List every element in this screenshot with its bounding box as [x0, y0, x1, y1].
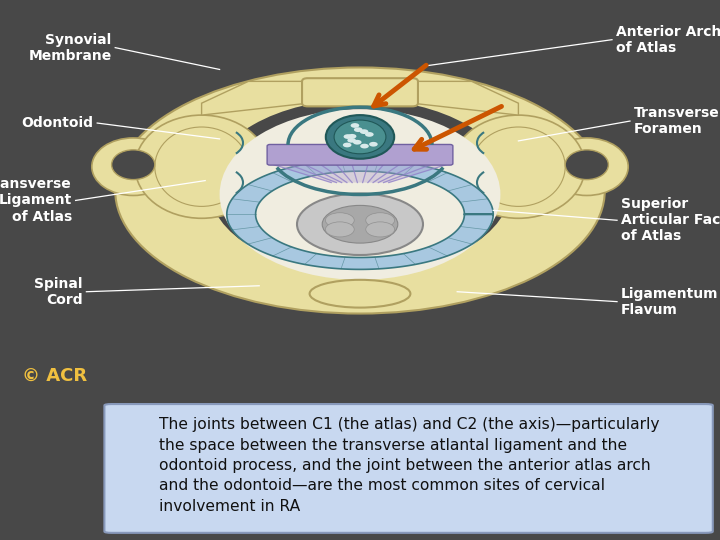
- Ellipse shape: [366, 213, 395, 228]
- Text: Spinal
Cord: Spinal Cord: [35, 276, 83, 307]
- Ellipse shape: [209, 99, 511, 274]
- Polygon shape: [227, 159, 493, 269]
- Circle shape: [360, 129, 369, 134]
- Text: Odontoid: Odontoid: [22, 116, 94, 130]
- Circle shape: [365, 132, 374, 137]
- Ellipse shape: [115, 68, 605, 314]
- Circle shape: [353, 140, 361, 145]
- Ellipse shape: [297, 193, 423, 255]
- Circle shape: [354, 127, 363, 132]
- Circle shape: [369, 142, 378, 147]
- Ellipse shape: [112, 150, 155, 180]
- Text: Superior
Articular Facet
of Atlas: Superior Articular Facet of Atlas: [621, 197, 720, 244]
- Ellipse shape: [546, 138, 628, 195]
- Ellipse shape: [325, 222, 354, 237]
- Ellipse shape: [325, 213, 354, 228]
- FancyBboxPatch shape: [267, 145, 453, 165]
- Text: Transverse
Foramen: Transverse Foramen: [634, 106, 719, 136]
- Text: © ACR: © ACR: [22, 367, 86, 385]
- Circle shape: [360, 144, 369, 149]
- Text: Synovial
Membrane: Synovial Membrane: [28, 32, 112, 63]
- Ellipse shape: [135, 115, 269, 218]
- Ellipse shape: [334, 120, 386, 154]
- Circle shape: [343, 143, 351, 147]
- Polygon shape: [202, 82, 308, 115]
- Ellipse shape: [91, 138, 174, 195]
- Polygon shape: [412, 82, 518, 115]
- Polygon shape: [270, 164, 450, 183]
- Ellipse shape: [220, 109, 500, 280]
- Ellipse shape: [565, 150, 608, 180]
- Ellipse shape: [366, 222, 395, 237]
- Text: Transverse
Ligament
of Atlas: Transverse Ligament of Atlas: [0, 177, 72, 224]
- Ellipse shape: [310, 280, 410, 308]
- Ellipse shape: [323, 205, 397, 243]
- Text: acr.org/rheumatology: acr.org/rheumatology: [304, 211, 416, 221]
- Circle shape: [348, 134, 356, 139]
- FancyBboxPatch shape: [302, 78, 418, 106]
- Circle shape: [347, 138, 356, 143]
- Ellipse shape: [452, 115, 585, 218]
- Text: The joints between C1 (the atlas) and C2 (the axis)—particularly
the space betwe: The joints between C1 (the atlas) and C2…: [158, 417, 660, 514]
- Circle shape: [343, 134, 352, 139]
- Circle shape: [351, 123, 359, 128]
- Ellipse shape: [325, 115, 395, 159]
- Text: Anterior Arch
of Atlas: Anterior Arch of Atlas: [616, 25, 720, 55]
- FancyBboxPatch shape: [104, 404, 713, 533]
- Text: Ligamentum
Flavum: Ligamentum Flavum: [621, 287, 718, 317]
